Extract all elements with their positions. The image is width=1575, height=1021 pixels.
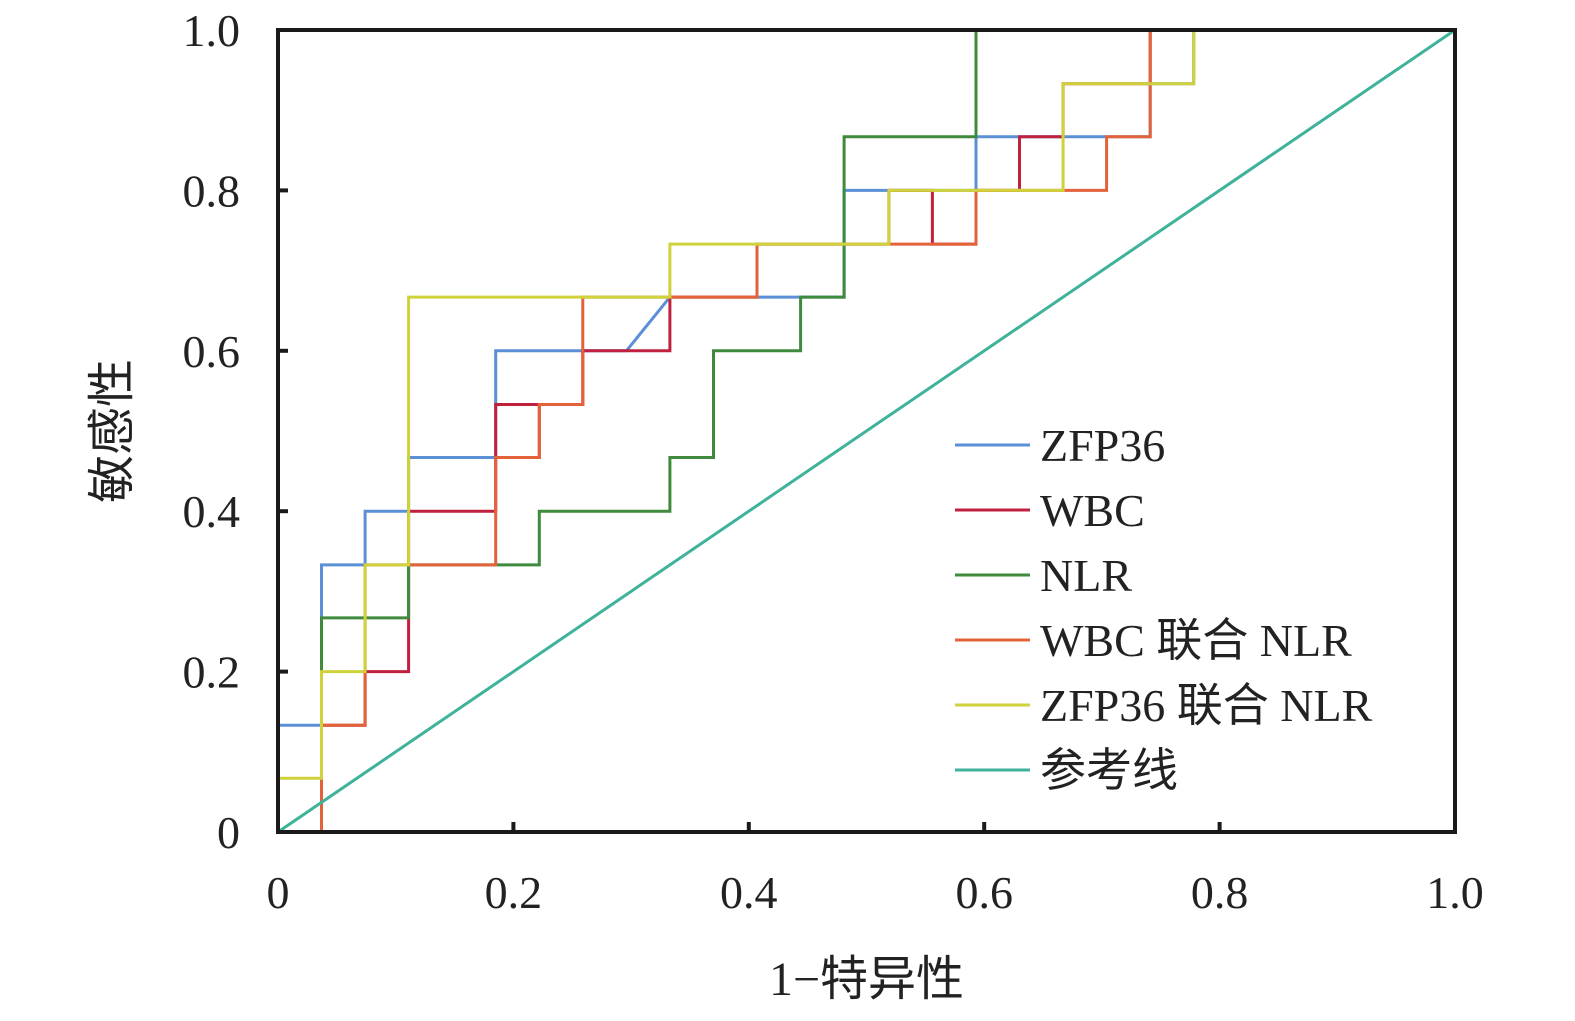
series-line-3: [278, 28, 1455, 834]
x-axis-title: 1−特异性: [769, 953, 964, 1006]
legend-label-1: ZFP36: [1040, 420, 1165, 471]
x-tick-label: 0.6: [955, 867, 1013, 918]
series-layer: [276, 28, 1456, 834]
y-tick-label: 0: [217, 807, 240, 858]
ticks-layer: 0 0.2 0.4 0.6 0.8 1.0 0 0.2 0.4 0.6 0.8 1.0: [183, 5, 1484, 918]
x-tick-label: 0.4: [720, 867, 778, 918]
series-line-4: [278, 28, 1455, 834]
series-line-2: [278, 28, 1455, 834]
y-tick-label: 0.6: [183, 326, 241, 377]
legend-label-5: ZFP36 联合 NLR: [1040, 680, 1373, 731]
x-tick-label: 0: [267, 867, 290, 918]
y-tick-label: 0.4: [183, 486, 241, 537]
legend-label-4: WBC 联合 NLR: [1040, 615, 1352, 666]
y-tick-label: 0.2: [183, 647, 241, 698]
legend: ZFP36 WBC NLR WBC 联合 NLR ZFP36 联合 NLR 参考线: [955, 420, 1373, 796]
legend-label-3: NLR: [1040, 550, 1132, 601]
series-line-6: [277, 28, 1456, 834]
legend-label-2: WBC: [1040, 485, 1145, 536]
plot-frame: [276, 28, 1457, 834]
x-tick-label: 0.2: [485, 867, 543, 918]
y-tick-label: 0.8: [183, 165, 241, 216]
x-tick-label: 1.0: [1426, 867, 1484, 918]
y-axis-title: 敏感性: [86, 359, 139, 503]
legend-label-6: 参考线: [1040, 745, 1178, 796]
x-tick-label: 0.8: [1191, 867, 1249, 918]
y-tick-label: 1.0: [183, 5, 241, 56]
series-line-5: [276, 28, 1455, 832]
